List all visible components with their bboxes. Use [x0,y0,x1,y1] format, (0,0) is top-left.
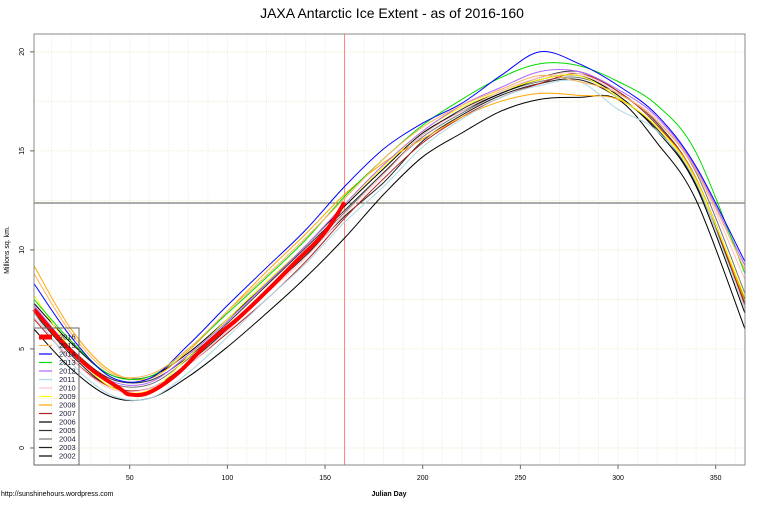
legend-item-2016: 2016 [39,333,76,342]
legend-item-2014: 2014 [39,350,76,359]
legend-item-2010: 2010 [39,384,76,393]
legend-label: 2015 [59,341,76,350]
legend-item-2008: 2008 [39,401,76,410]
series-line-2014 [33,51,746,383]
legend-label: 2012 [59,367,76,376]
legend-label: 2009 [59,392,76,401]
x-tick-label: 150 [319,475,331,482]
series-line-2010 [33,72,746,393]
legend-item-2007: 2007 [39,409,76,418]
series-line-2012 [33,69,746,386]
legend-item-2012: 2012 [39,367,76,376]
series-line-2003 [33,78,746,392]
series-line-2015 [33,74,746,379]
reference-lines [34,34,745,465]
x-tick-label: 350 [710,475,722,482]
legend-box [33,327,80,466]
x-tick-label: 50 [126,475,134,482]
series-line-2004 [33,76,746,388]
legend: 2016201520142013201220112010200920082007… [33,327,80,466]
series-line-2016 [32,201,347,398]
legend-item-2005: 2005 [39,426,76,435]
chart-title: JAXA Antarctic Ice Extent - as of 2016-1… [260,5,524,21]
series-line-2009 [33,74,746,394]
legend-item-2003: 2003 [39,443,76,452]
legend-label: 2016 [59,333,76,342]
x-axis-label: Julian Day [371,491,406,498]
legend-item-2004: 2004 [39,435,76,444]
x-tick-label: 200 [417,475,429,482]
legend-label: 2004 [59,435,76,444]
x-tick-label: 100 [222,475,234,482]
y-tick-label: 0 [19,446,26,450]
legend-item-2002: 2002 [39,452,76,461]
series-line-2007 [33,72,746,392]
y-tick-label: 10 [19,246,26,254]
legend-item-2006: 2006 [39,418,76,427]
legend-label: 2014 [59,350,76,359]
y-tick-label: 20 [19,48,26,56]
series-line-2006 [33,74,746,380]
series-lines [32,51,746,402]
series-line-2005 [33,70,746,384]
x-axis: 50 100 150 200 250 300 350 [126,465,722,482]
y-axis: 0 5 10 15 20 [19,48,34,450]
legend-label: 2008 [59,401,76,410]
y-tick-label: 5 [19,347,26,351]
x-tick-label: 300 [612,475,624,482]
legend-label: 2007 [59,409,76,418]
series-line-2002 [33,94,746,402]
legend-label: 2013 [59,358,76,367]
legend-label: 2011 [59,375,75,384]
legend-label: 2010 [59,384,76,393]
legend-label: 2006 [59,418,76,427]
y-axis-label: Millions sq. km. [4,226,11,274]
legend-label: 2003 [59,443,76,452]
credit-text: http://sunshinehours.wordpress.com [1,491,114,498]
legend-item-2015: 2015 [39,341,76,350]
x-tick-label: 250 [515,475,527,482]
legend-item-2013: 2013 [39,358,76,367]
legend-label: 2005 [59,426,76,435]
y-tick-label: 15 [19,147,26,155]
legend-item-2009: 2009 [39,392,76,401]
series-line-2011 [33,79,746,401]
legend-item-2011: 2011 [39,375,75,384]
series-line-2008 [33,92,746,381]
legend-label: 2002 [59,452,76,461]
